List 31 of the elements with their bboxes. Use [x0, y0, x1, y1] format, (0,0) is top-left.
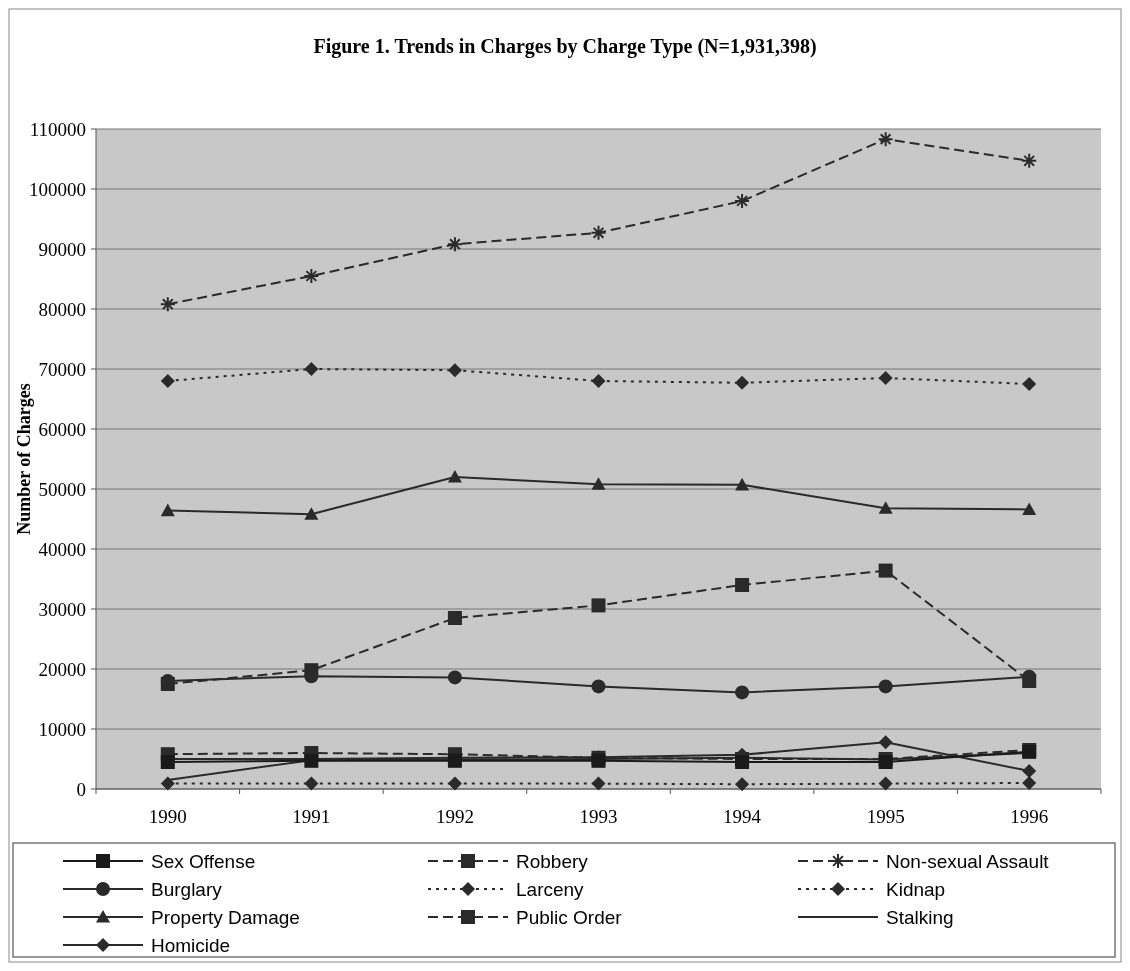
y-tick-label: 0: [76, 778, 86, 800]
y-tick-label: 110000: [29, 118, 86, 140]
legend-label: Sex Offense: [151, 850, 256, 872]
y-tick-label: 10000: [38, 718, 86, 740]
y-tick-label: 50000: [38, 478, 86, 500]
legend-label: Stalking: [886, 906, 954, 928]
legend-label: Homicide: [151, 934, 231, 956]
y-tick-label: 80000: [38, 298, 86, 320]
x-tick-label: 1991: [292, 806, 331, 827]
y-tick-label: 90000: [38, 238, 86, 260]
x-tick-label: 1995: [866, 806, 905, 827]
x-tick-label: 1993: [579, 806, 618, 827]
x-tick-label: 1990: [148, 806, 187, 827]
legend-label: Robbery: [516, 850, 589, 872]
x-tick-label: 1994: [723, 806, 762, 827]
y-tick-label: 40000: [38, 538, 86, 560]
x-tick-label: 1992: [435, 806, 474, 827]
x-tick-label: 1996: [1010, 806, 1049, 827]
legend-label: Kidnap: [886, 878, 946, 900]
y-tick-label: 100000: [29, 178, 86, 200]
legend-label: Non-sexual Assault: [886, 850, 1050, 872]
y-tick-label: 60000: [38, 418, 86, 440]
legend-label: Public Order: [516, 906, 623, 928]
legend-label: Property Damage: [151, 906, 300, 928]
y-tick-label: 70000: [38, 358, 86, 380]
y-axis-title: Number of Charges: [14, 383, 34, 535]
legend-label: Burglary: [151, 878, 223, 900]
legend-label: Larceny: [516, 878, 585, 900]
y-tick-label: 30000: [38, 598, 86, 620]
chart-title: Figure 1. Trends in Charges by Charge Type (N=1,931,398): [313, 35, 817, 58]
y-tick-label: 20000: [38, 658, 86, 680]
